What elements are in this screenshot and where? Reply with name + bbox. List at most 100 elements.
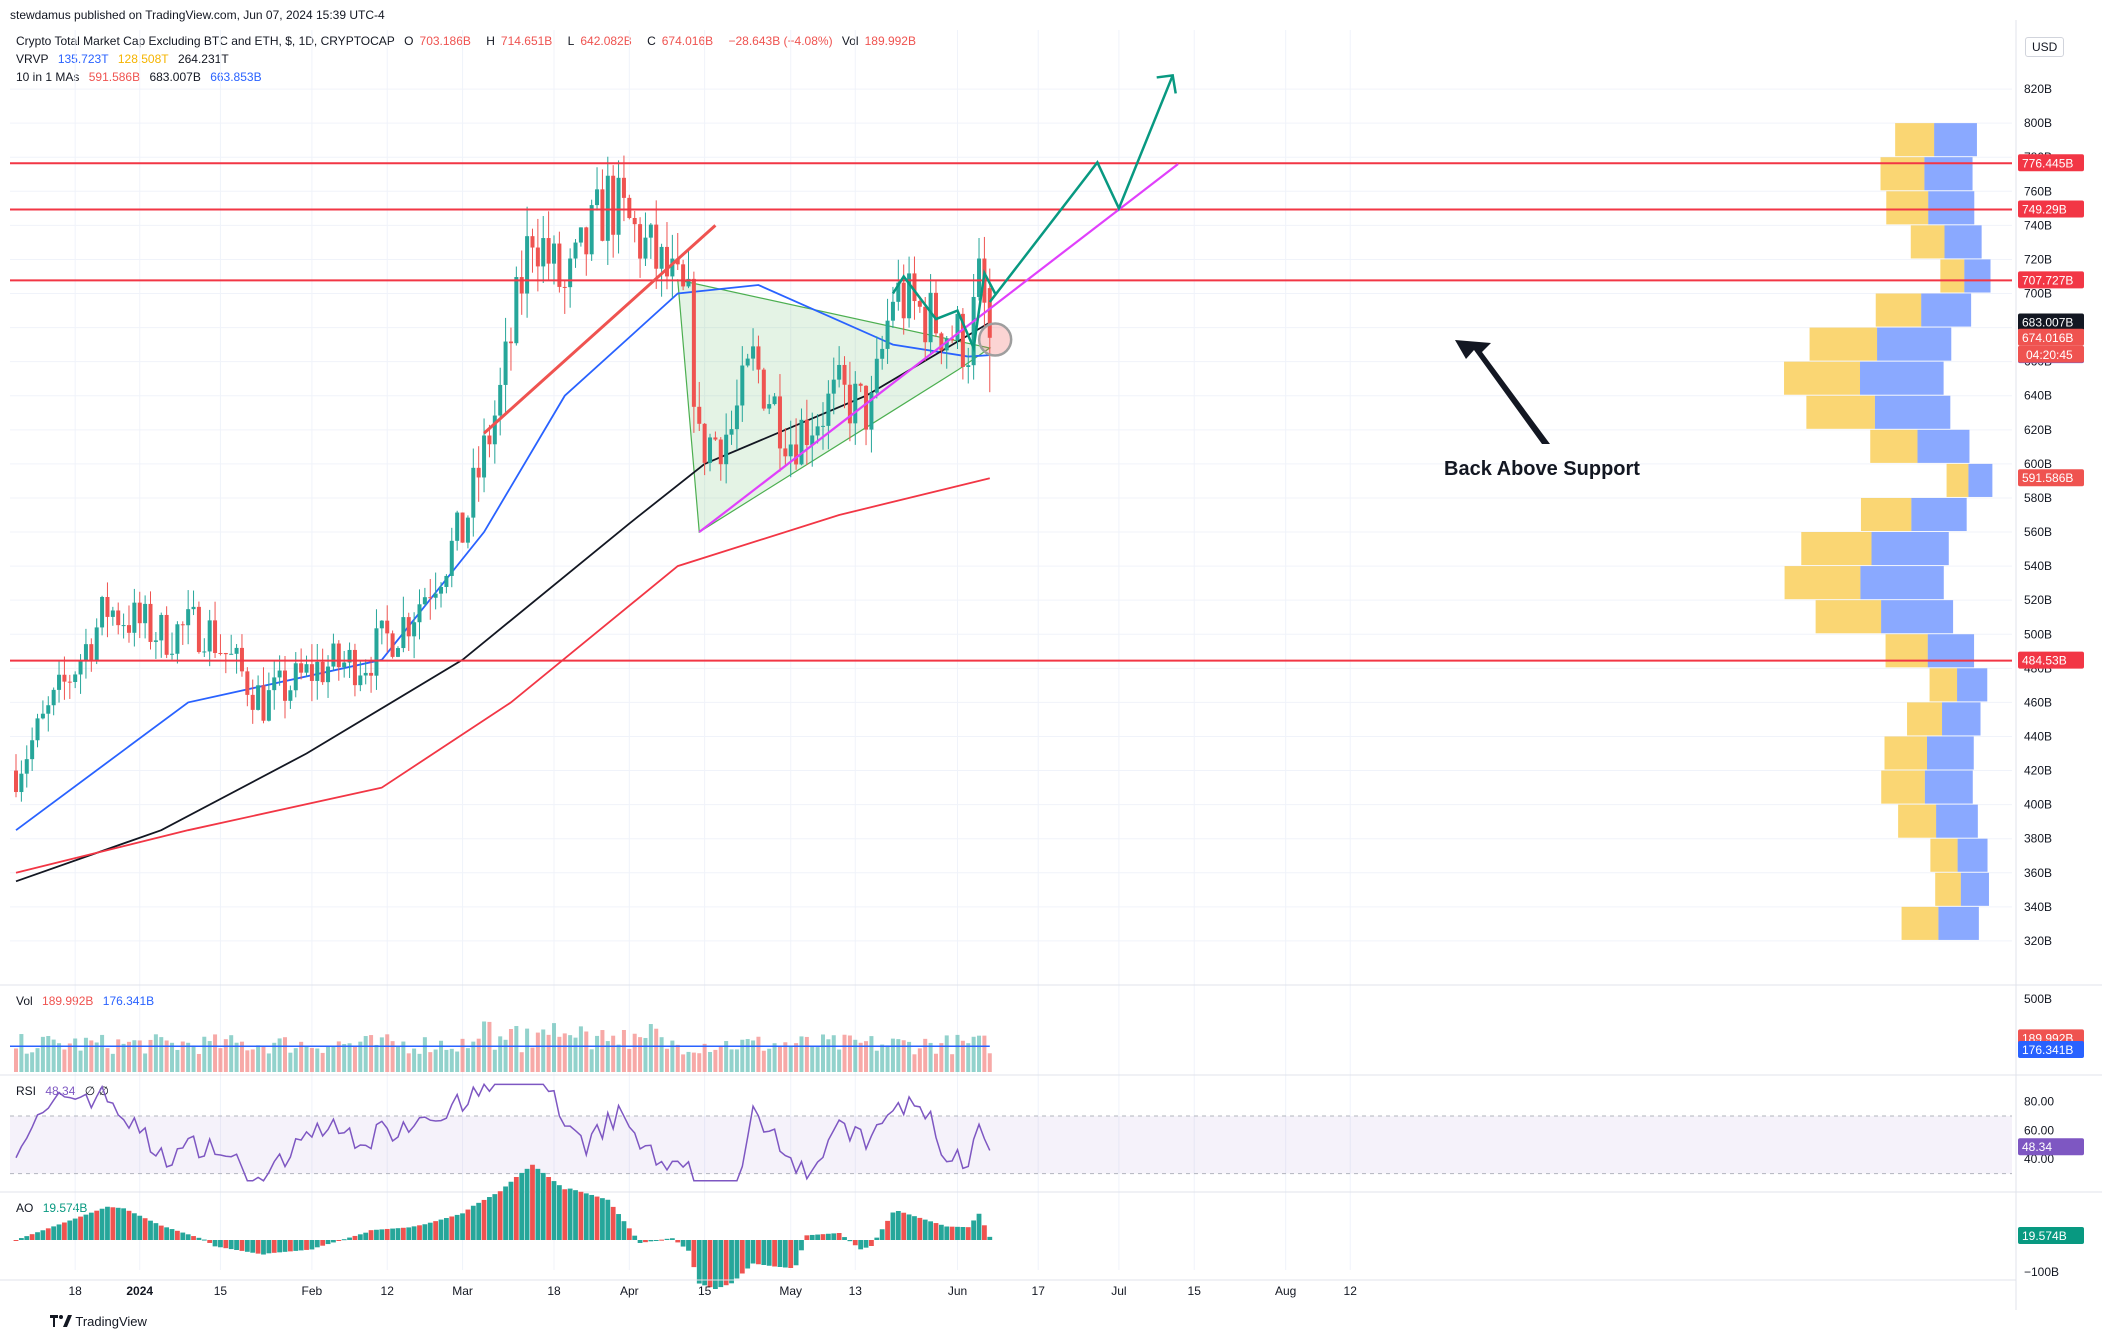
candle-body [933,292,938,334]
profile-bar-down [1885,634,1928,668]
ao-bar [912,1216,917,1240]
ao-bar [766,1240,772,1266]
volume-bar [223,1039,228,1072]
x-tick-label: 12 [381,1284,395,1298]
drawings [10,74,2012,662]
y-tick-label: 520B [2024,593,2052,607]
volume-bar [105,1048,110,1072]
ao-bar [702,1240,708,1286]
volume-bar [175,1049,180,1072]
ao-bar [605,1199,611,1240]
volume-bar [815,1047,820,1072]
ao-bar [207,1240,213,1243]
candle-body [799,419,804,465]
profile-bar-up [1881,600,1954,634]
volume-bar [724,1041,729,1072]
ao-bar [277,1240,283,1253]
ao-bar [239,1240,245,1251]
ao-bar [718,1240,724,1288]
candle-body [89,644,94,660]
ao-bar [18,1238,24,1240]
ao-bar [368,1230,374,1240]
vrvp-legend[interactable]: VRVP 135.723T 128.508T 264.231T [16,52,235,66]
ao-bar [460,1213,465,1240]
annotation-back-above-support[interactable]: Back Above Support [1444,458,1640,480]
x-tick-label: 2024 [126,1284,153,1298]
volume-bar [417,1053,422,1072]
high-label: H [486,34,495,48]
rsi-pane [10,1082,2012,1182]
volume-bar [869,1036,874,1072]
candle-body [191,606,196,610]
candle-body [342,662,347,668]
volume-bar [347,1043,352,1072]
grid [0,30,2102,1270]
ao-bar [508,1181,514,1240]
profile-bar-up [1871,532,1949,566]
volume-bar [971,1036,976,1072]
ao-bar [384,1228,390,1240]
profile-bar-down [1929,668,1958,702]
candle-body [595,189,600,206]
candle-body [971,296,976,366]
volume-bar [40,1036,45,1072]
volume-bar [234,1042,239,1072]
volume-bar [78,1050,83,1072]
candle-body [869,392,874,430]
candle-body [950,338,955,341]
volume-bar [35,1048,40,1072]
candle-body [180,624,185,626]
ao-bar [470,1205,476,1240]
ao-bar [852,1240,858,1246]
candle-body [675,258,680,265]
currency-button[interactable]: USD [2025,37,2065,57]
candle-body [939,333,944,351]
ao-bar [858,1240,864,1250]
volume-bar [595,1035,600,1072]
ao-bar [551,1181,557,1240]
ao-bar [895,1211,901,1240]
ao-bar [562,1189,568,1240]
volume-bar [94,1042,99,1072]
volume-bar [810,1046,815,1072]
volume-bar [288,1052,293,1072]
ao-bar [406,1227,412,1240]
candle-body [379,620,384,629]
ao-bar [578,1191,584,1240]
ao-bar [729,1240,734,1284]
ao-bar [13,1240,19,1241]
volume-bar [422,1037,427,1072]
ao-bar [417,1225,422,1240]
y-tick-label: 560B [2024,525,2052,539]
ao-bar [395,1228,401,1240]
volume-bar [708,1051,713,1072]
volume-bar [697,1053,702,1072]
ao-legend[interactable]: AO 19.574B [16,1201,93,1215]
volume-legend[interactable]: Vol 189.992B 176.341B [16,994,160,1008]
ao-bar [29,1234,35,1240]
ao-bar [449,1216,455,1240]
ao-bar [164,1227,170,1240]
level-price-label: 707.727B [2022,273,2073,287]
profile-bar-up [1860,361,1944,395]
candle-body [729,429,734,435]
volume-bar [960,1040,965,1072]
ao-bar [433,1221,439,1240]
ma-legend[interactable]: 10 in 1 MAs 591.586B 683.007B 663.853B [16,70,268,84]
volume-bar [821,1034,825,1072]
price-labels: 776.445B 749.29B 707.727B 484.53B 683.007B 67… [2018,154,2084,1244]
volume-label: Vol [16,994,33,1008]
candle-body [740,365,745,406]
ma-value-2: 683.007B [149,70,201,84]
candle-body [57,674,62,690]
ao-bar [56,1224,62,1240]
rsi-value: 48.34 [45,1084,76,1098]
profile-bar-down [1930,838,1958,872]
price-label: 591.586B [2022,471,2073,485]
symbol-name[interactable]: Crypto Total Market Cap Excluding BTC an… [16,34,395,48]
candle-body [557,243,562,287]
ao-bar [761,1240,767,1265]
ao-bar [465,1209,471,1240]
volume-bar [121,1043,126,1072]
